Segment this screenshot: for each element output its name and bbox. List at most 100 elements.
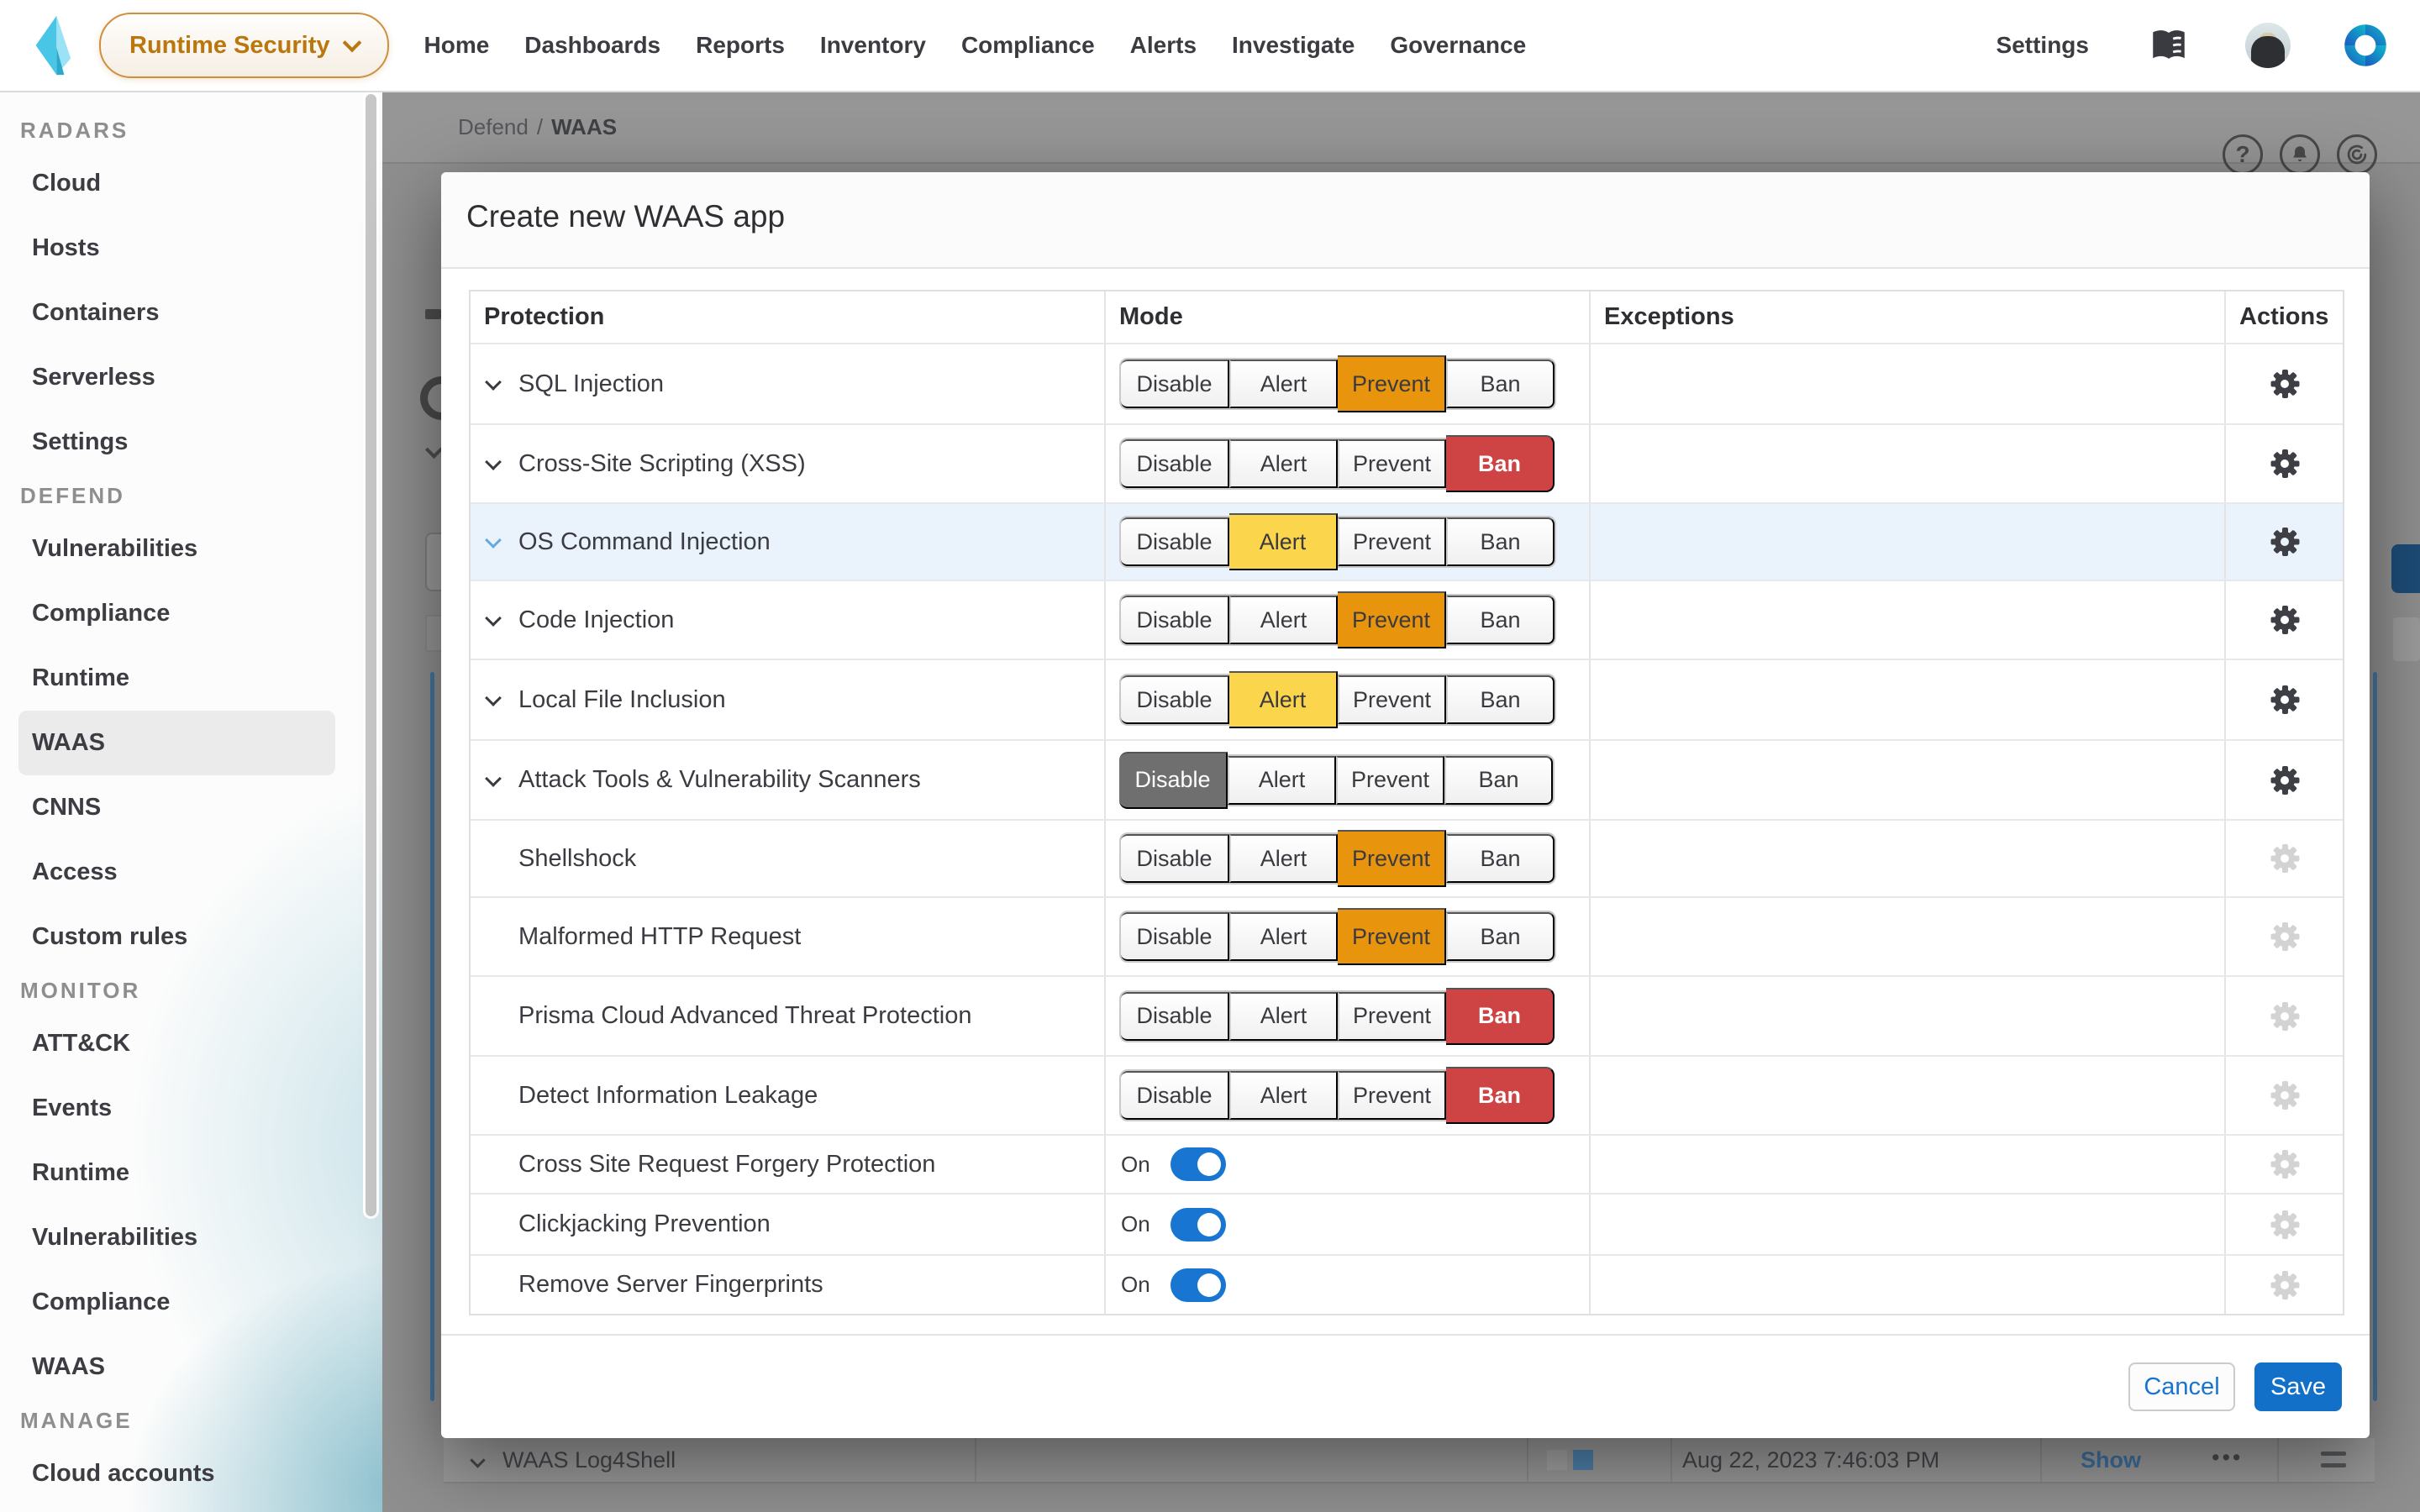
protection-table: Protection Mode Exceptions Actions SQL Injec…	[469, 290, 2344, 1315]
product-switcher[interactable]: Runtime Security	[99, 13, 389, 78]
table-row-cross-site-scripting-xss: Cross-Site Scripting (XSS) Disable Alert Pr…	[471, 423, 2343, 502]
mode-option-disable[interactable]: Disable	[1121, 596, 1229, 644]
mode-option-disable[interactable]: Disable	[1121, 912, 1229, 961]
mode-option-ban[interactable]: Ban	[1446, 435, 1555, 492]
sidebar-item-compliance[interactable]: Compliance	[32, 600, 171, 627]
mode-option-prevent[interactable]: Prevent	[1338, 830, 1446, 887]
mode-option-alert[interactable]: Alert	[1229, 439, 1338, 488]
sidebar-item-settings[interactable]: Settings	[32, 428, 129, 455]
chevron-down-icon[interactable]	[485, 454, 502, 470]
mode-option-alert[interactable]: Alert	[1229, 912, 1338, 961]
mode-option-ban[interactable]: Ban	[1446, 834, 1555, 883]
sidebar-item-containers[interactable]: Containers	[32, 299, 160, 326]
mode-option-alert[interactable]: Alert	[1228, 755, 1336, 805]
sidebar-item-custom-rules[interactable]: Custom rules	[32, 923, 188, 950]
mode-option-ban[interactable]: Ban	[1446, 360, 1555, 408]
protection-toggle[interactable]	[1170, 1147, 1226, 1181]
mode-option-alert[interactable]: Alert	[1229, 671, 1338, 728]
nav-item-settings[interactable]: Settings	[1996, 32, 2089, 58]
mode-option-disable[interactable]: Disable	[1119, 751, 1228, 809]
cancel-button[interactable]: Cancel	[2128, 1362, 2235, 1411]
modal-titlebar	[441, 172, 2370, 269]
sidebar-item-runtime[interactable]: Runtime	[32, 1159, 129, 1186]
mode-option-prevent[interactable]: Prevent	[1338, 439, 1446, 488]
mode-option-ban[interactable]: Ban	[1446, 1067, 1555, 1124]
sidebar-item-runtime[interactable]: Runtime	[32, 664, 129, 691]
sidebar-item-access[interactable]: Access	[32, 858, 118, 885]
row-settings-gear-icon[interactable]	[2270, 765, 2300, 795]
sidebar-item-compliance[interactable]: Compliance	[32, 1289, 171, 1315]
mode-option-prevent[interactable]: Prevent	[1338, 991, 1446, 1041]
mode-option-disable[interactable]: Disable	[1121, 1071, 1229, 1120]
sidebar-item-vulnerabilities[interactable]: Vulnerabilities	[32, 535, 198, 562]
chevron-down-icon[interactable]	[485, 610, 502, 627]
mode-option-ban[interactable]: Ban	[1446, 675, 1555, 724]
mode-option-alert[interactable]: Alert	[1229, 991, 1338, 1041]
mode-option-disable[interactable]: Disable	[1121, 360, 1229, 408]
mode-option-alert[interactable]: Alert	[1229, 360, 1338, 408]
nav-item-alerts[interactable]: Alerts	[1129, 32, 1197, 58]
mode-option-prevent[interactable]: Prevent	[1338, 908, 1446, 965]
mode-option-disable[interactable]: Disable	[1121, 439, 1229, 488]
documentation-book-icon[interactable]	[2148, 24, 2190, 66]
save-button[interactable]: Save	[2254, 1362, 2342, 1411]
sidebar-item-waas[interactable]: WAAS	[18, 711, 335, 775]
sidebar-item-waas[interactable]: WAAS	[32, 1353, 105, 1380]
mode-option-ban[interactable]: Ban	[1446, 987, 1555, 1045]
row-settings-gear-icon[interactable]	[2270, 527, 2300, 557]
sidebar-item-cnns[interactable]: CNNS	[32, 794, 102, 821]
nav-item-inventory[interactable]: Inventory	[819, 32, 926, 58]
mode-option-ban[interactable]: Ban	[1446, 912, 1555, 961]
row-settings-gear-icon[interactable]	[2270, 605, 2300, 635]
sidebar-item-cloud-accounts[interactable]: Cloud accounts	[32, 1460, 215, 1487]
nav-item-home[interactable]: Home	[424, 32, 490, 58]
mode-option-ban[interactable]: Ban	[1446, 596, 1555, 644]
protection-toggle[interactable]	[1170, 1207, 1226, 1242]
prisma-cloud-logo-icon[interactable]	[2343, 23, 2388, 68]
mode-option-prevent[interactable]: Prevent	[1338, 1071, 1446, 1120]
sidebar-item-events[interactable]: Events	[32, 1095, 113, 1121]
protection-cell: Shellshock	[471, 821, 1104, 896]
brand-logo-icon[interactable]	[34, 13, 77, 77]
mode-option-alert[interactable]: Alert	[1229, 834, 1338, 883]
row-settings-gear-icon[interactable]	[2270, 449, 2300, 479]
mode-option-ban[interactable]: Ban	[1446, 517, 1555, 566]
mode-option-disable[interactable]: Disable	[1121, 517, 1229, 566]
chevron-down-icon[interactable]	[485, 690, 502, 706]
user-avatar[interactable]	[2245, 23, 2291, 68]
chevron-down-icon[interactable]	[485, 769, 502, 787]
mode-option-ban[interactable]: Ban	[1444, 755, 1553, 805]
mode-option-disable[interactable]: Disable	[1121, 834, 1229, 883]
mode-option-disable[interactable]: Disable	[1121, 675, 1229, 724]
mode-option-alert[interactable]: Alert	[1229, 596, 1338, 644]
protection-cell: Cross-Site Scripting (XSS)	[471, 425, 1104, 502]
mode-option-prevent[interactable]: Prevent	[1338, 355, 1446, 412]
nav-item-governance[interactable]: Governance	[1390, 32, 1527, 58]
mode-option-prevent[interactable]: Prevent	[1338, 517, 1446, 566]
mode-option-alert[interactable]: Alert	[1229, 513, 1338, 570]
row-settings-gear-icon[interactable]	[2270, 369, 2300, 399]
sidebar-item-attandck[interactable]: ATT&CK	[32, 1030, 131, 1057]
chevron-down-icon[interactable]	[485, 374, 502, 391]
mode-option-prevent[interactable]: Prevent	[1336, 755, 1444, 805]
sidebar-scrollbar[interactable]	[366, 94, 376, 1216]
gear-part	[2280, 459, 2289, 468]
mode-option-disable[interactable]: Disable	[1121, 991, 1229, 1041]
nav-item-dashboards[interactable]: Dashboards	[524, 32, 661, 58]
protection-label: Cross-Site Scripting (XSS)	[518, 449, 806, 477]
protection-toggle[interactable]	[1170, 1268, 1226, 1302]
sidebar: RADARS Cloud Hosts Containers Serverless Sett…	[0, 92, 382, 1512]
nav-item-investigate[interactable]: Investigate	[1232, 32, 1355, 58]
chevron-down-icon[interactable]	[485, 532, 502, 549]
mode-option-prevent[interactable]: Prevent	[1338, 591, 1446, 648]
sidebar-item-cloud[interactable]: Cloud	[32, 170, 102, 197]
row-settings-gear-icon[interactable]	[2270, 685, 2300, 715]
sidebar-item-serverless[interactable]: Serverless	[32, 364, 155, 391]
sidebar-item-hosts[interactable]: Hosts	[32, 234, 100, 261]
actions-cell	[2224, 741, 2343, 819]
nav-item-reports[interactable]: Reports	[696, 32, 785, 58]
nav-item-compliance[interactable]: Compliance	[960, 32, 1095, 58]
mode-option-prevent[interactable]: Prevent	[1338, 675, 1446, 724]
sidebar-item-vulnerabilities[interactable]: Vulnerabilities	[32, 1224, 198, 1251]
mode-option-alert[interactable]: Alert	[1229, 1071, 1338, 1120]
